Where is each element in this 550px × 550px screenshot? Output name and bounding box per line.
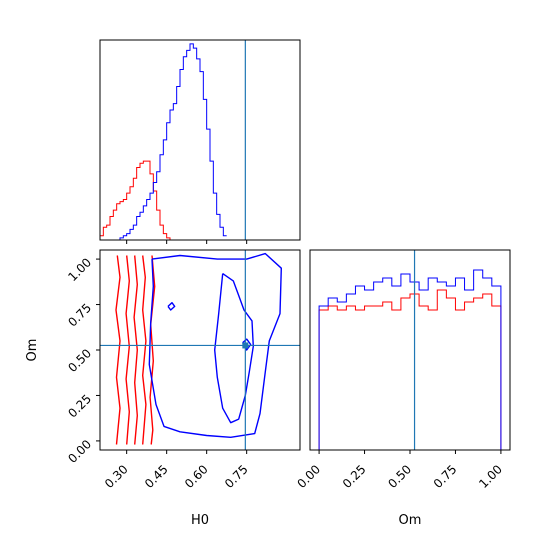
om-xtick-label-2: 0.50 [385,462,414,491]
om-xtick-label-1: 0.25 [340,462,369,491]
contour-0-0 [115,255,121,445]
joint-xtick-label-1: 0.45 [142,462,171,491]
om-xtick-label-0: 0.00 [294,462,323,491]
y-axis-label-om: Om [25,339,40,362]
x-axis-label-h0: H0 [191,513,209,528]
joint-ytick-label-0: 0.00 [65,437,94,466]
h0-hist-series-1 [100,43,227,240]
joint-xtick-label-2: 0.60 [182,462,211,491]
joint-xtick-label-0: 0.30 [102,462,131,491]
h0-hist-series-0 [100,160,174,240]
x-axis-label-om: Om [399,513,422,528]
joint-ytick-label-2: 0.50 [65,346,94,375]
contour-0-4 [149,255,156,445]
h0-marginal-panel [99,39,301,244]
contour-0-3 [142,255,147,445]
joint-frame [99,249,301,451]
contour-0-1 [125,255,130,445]
joint-ytick-label-1: 0.25 [65,392,94,421]
h0-hist-frame [99,39,301,241]
contour-1-3 [167,302,176,311]
joint-truth-marker [242,342,249,349]
contour-1-0 [148,252,282,438]
om-xtick-label-3: 0.75 [431,462,460,491]
contour-0-2 [133,255,138,445]
om-marginal-panel: 0.00 0.25 0.50 0.75 1.00 [294,249,511,491]
joint-xtick-label-3: 0.75 [222,462,251,491]
joint-ytick-label-4: 1.00 [65,255,94,284]
joint-ytick-label-3: 0.75 [65,301,94,330]
joint-contour-panel: 0.30 0.45 0.60 0.75 0.00 0.25 0.50 0.75 1.00 [65,249,301,491]
om-hist-series-0 [318,289,502,450]
om-hist-series-1 [318,269,502,450]
om-xtick-label-4: 1.00 [476,462,505,491]
